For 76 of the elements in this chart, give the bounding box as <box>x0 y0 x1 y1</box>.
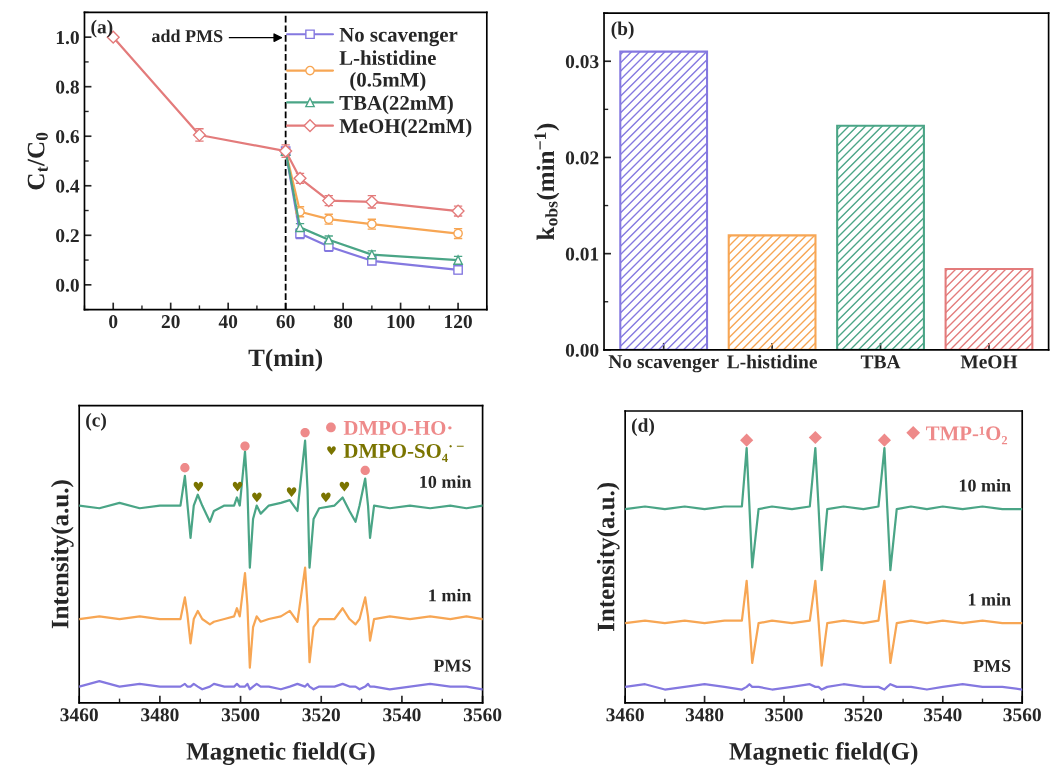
legend-label: TBA(22mM) <box>339 95 453 115</box>
legend-label: DMPO-HO· <box>343 420 452 435</box>
x-tick-label: 3520 <box>844 708 883 722</box>
x-tick-label: 3520 <box>302 708 340 722</box>
x-tick-label: 0 <box>109 315 118 329</box>
bar <box>727 234 817 350</box>
point <box>295 222 305 233</box>
x-tick-label: TBA <box>860 355 901 369</box>
y-axis-title: C$_{t}$/C$_{0}$ <box>27 132 48 190</box>
legend-label: TMP-¹O₂ <box>926 426 1008 445</box>
series-label: PMS <box>433 659 471 672</box>
legend-label: L-histidine (0.5mM) <box>339 50 436 91</box>
y-tick-label: 1.0 <box>56 30 79 45</box>
y-tick-label: 0.4 <box>56 179 80 193</box>
point <box>300 427 310 438</box>
x-tick-label: 100 <box>387 315 415 329</box>
point <box>252 492 262 503</box>
y-tick-label: 0.0 <box>56 278 79 292</box>
x-tick-label: 3460 <box>60 708 98 722</box>
x-axis-title: Magnetic field(G) <box>729 741 918 766</box>
x-tick-label: 3540 <box>383 708 421 722</box>
x-tick-label: 3460 <box>606 708 644 722</box>
bar <box>944 268 1034 350</box>
x-tick-label: 3540 <box>924 708 962 722</box>
bar <box>836 124 925 350</box>
ref-line-label: add PMS <box>152 29 223 43</box>
point <box>323 234 334 245</box>
series-label: PMS <box>973 659 1011 672</box>
y-tick-label: 0.00 <box>565 343 599 357</box>
annotation: (b) <box>611 21 634 40</box>
x-tick-label: 20 <box>161 315 180 329</box>
x-tick-label: 80 <box>334 315 353 329</box>
point <box>453 265 463 275</box>
legend-label: DMPO-SO₄$^{·−}$ <box>343 443 464 462</box>
series-label: 10 min <box>959 478 1011 492</box>
series-label: 1 min <box>968 592 1011 606</box>
x-tick-label: 3480 <box>685 708 724 722</box>
x-tick-label: MeOH <box>960 355 1018 369</box>
y-tick-label: 0.02 <box>565 151 599 165</box>
annotation: (a) <box>91 19 113 38</box>
x-tick-label: L-histidine <box>727 354 817 369</box>
x-tick-label: 40 <box>218 315 238 329</box>
point <box>360 465 370 476</box>
series-label: 1 min <box>429 588 472 602</box>
y-axis-title: Intensity(a.u.) <box>596 482 620 632</box>
series-label: 10 min <box>420 475 472 488</box>
point <box>321 492 331 503</box>
text: (c) <box>86 413 106 431</box>
x-tick-label: 3560 <box>463 708 502 722</box>
point <box>180 463 190 473</box>
y-tick-label: 0.2 <box>56 229 79 243</box>
y-axis-title: Intensity(a.u.) <box>50 480 74 629</box>
point <box>193 481 204 492</box>
x-tick-label: 120 <box>445 315 472 329</box>
text: (d) <box>631 418 655 436</box>
point <box>232 481 243 492</box>
x-tick-label: No scavenger <box>608 355 719 373</box>
y-tick-label: 0.6 <box>56 130 80 144</box>
x-axis-title: T(min) <box>248 348 323 372</box>
x-tick-label: 60 <box>276 315 295 329</box>
point <box>240 441 250 451</box>
point <box>367 249 377 260</box>
point <box>339 481 350 492</box>
bar <box>619 50 709 350</box>
legend-label: MeOH(22mM) <box>339 118 472 138</box>
y-tick-label: 0.8 <box>56 80 79 94</box>
y-tick-label: 0.01 <box>565 247 599 261</box>
x-tick-label: 3560 <box>1003 708 1041 722</box>
x-tick-label: 3480 <box>141 708 179 722</box>
legend-label: No scavenger <box>339 27 458 47</box>
y-axis-title: k$_{obs}$(min$^{−1}$) <box>534 123 560 240</box>
x-tick-label: 3500 <box>765 708 803 722</box>
x-axis-title: Magnetic field(G) <box>186 741 375 766</box>
x-tick-label: 3500 <box>221 708 260 722</box>
y-tick-label: 0.03 <box>565 55 599 69</box>
point <box>286 487 297 497</box>
